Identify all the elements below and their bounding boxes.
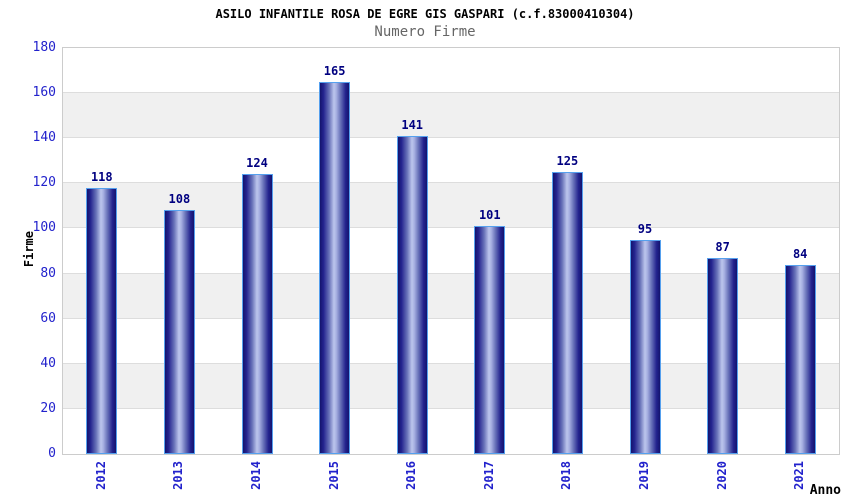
bar-value-label: 87 [715, 239, 730, 254]
y-tick-label: 180 [32, 40, 56, 55]
bar-2020 [707, 257, 739, 454]
gridline [63, 182, 839, 184]
y-tick-label: 80 [40, 265, 56, 281]
x-tick-label-2020: 2020 [714, 461, 729, 490]
plot-band [63, 48, 839, 94]
plot-band [63, 93, 839, 139]
chart-subtitle: Numero Firme [374, 24, 476, 40]
x-tick-label-2014: 2014 [249, 461, 263, 490]
x-tick-label-2019: 2019 [637, 461, 651, 490]
gridline [63, 92, 839, 94]
gridline [63, 317, 839, 319]
chart-title: ASILO INFANTILE ROSA DE EGRE GIS GASPARI… [215, 7, 635, 21]
bar-2015 [319, 81, 351, 454]
x-tick-label-2017: 2017 [481, 461, 496, 490]
gridline [63, 362, 839, 364]
bar-2018 [551, 172, 583, 454]
bar-value-label: 95 [637, 221, 653, 236]
y-tick-label: 60 [40, 310, 56, 326]
gridline [63, 137, 839, 139]
x-tick-label-2021: 2021 [792, 461, 807, 490]
x-tick-label-2016: 2016 [404, 461, 419, 490]
x-axis-label: Anno [809, 483, 841, 498]
bar-2017 [474, 226, 506, 454]
x-tick-label-2013: 2013 [171, 461, 186, 490]
y-tick-label: 100 [32, 220, 56, 236]
x-tick-label-2015: 2015 [326, 461, 341, 490]
bar-2019 [629, 239, 661, 454]
bar-value-label: 125 [556, 154, 579, 169]
bar-2012 [86, 187, 118, 454]
bar-2016 [396, 135, 428, 454]
bar-value-label: 118 [90, 169, 113, 184]
x-tick-label-2018: 2018 [559, 461, 574, 490]
bar-value-label: 108 [168, 192, 191, 207]
plot-area: 118 108 124 165 141 101 125 95 87 84 [62, 47, 840, 455]
gridline [63, 407, 839, 409]
y-tick-label: 0 [48, 446, 56, 461]
y-tick-label: 140 [32, 130, 56, 146]
bar-2021 [784, 264, 816, 454]
bar-value-label: 101 [478, 208, 501, 223]
y-tick-label: 160 [32, 85, 56, 101]
y-tick-label: 40 [40, 355, 56, 371]
bar-value-label: 84 [792, 246, 808, 261]
gridline [63, 272, 839, 274]
y-tick-label: 120 [32, 175, 56, 191]
bar-value-label: 141 [401, 117, 424, 132]
plot-band [63, 138, 839, 184]
bar-2013 [163, 210, 195, 454]
bar-value-label: 165 [323, 63, 346, 78]
y-tick-label: 20 [40, 400, 56, 416]
gridline [63, 227, 839, 229]
x-tick-label-2012: 2012 [93, 461, 108, 490]
bar-value-label: 124 [246, 156, 268, 171]
bar-2014 [241, 174, 273, 454]
